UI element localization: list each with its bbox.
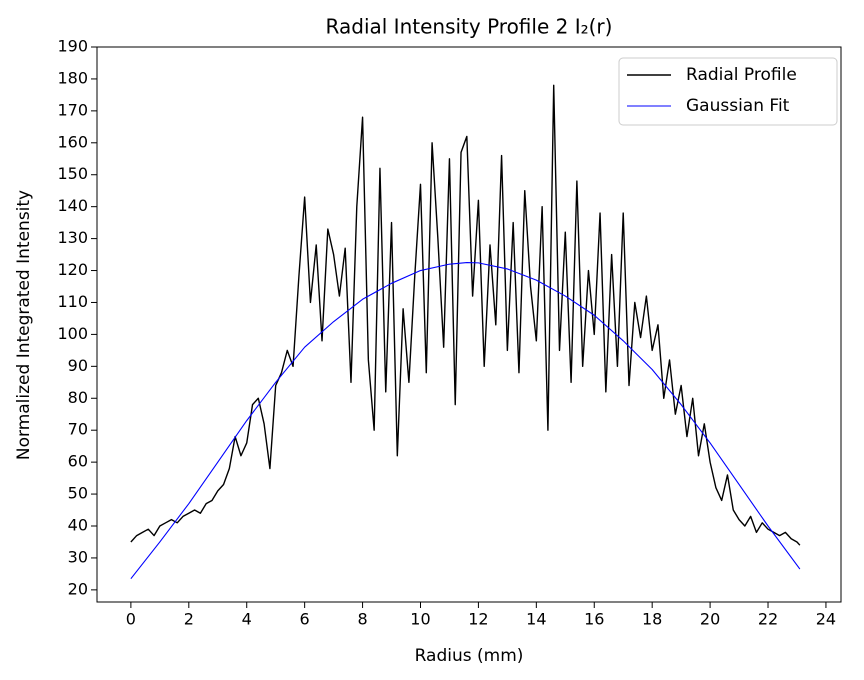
x-axis-label: Radius (mm): [415, 646, 524, 666]
y-tick-label: 130: [57, 228, 88, 247]
x-tick-label: 22: [758, 610, 778, 629]
y-tick-label: 160: [57, 132, 88, 151]
x-tick-label: 12: [468, 610, 488, 629]
x-tick-label: 8: [357, 610, 367, 629]
chart-title: Radial Intensity Profile 2 I₂(r): [326, 15, 613, 39]
x-tick-label: 16: [584, 610, 604, 629]
y-tick-label: 110: [57, 292, 88, 311]
y-tick-label: 90: [68, 356, 88, 375]
y-tick-label: 80: [68, 388, 88, 407]
y-tick-label: 170: [57, 100, 88, 119]
x-tick-label: 6: [300, 610, 310, 629]
x-tick-label: 18: [642, 610, 662, 629]
y-tick-label: 120: [57, 260, 88, 279]
x-tick-label: 24: [816, 610, 836, 629]
x-tick-label: 20: [700, 610, 720, 629]
y-tick-label: 40: [68, 515, 88, 534]
series-line: [130, 262, 801, 580]
plot-frame: [96, 46, 842, 603]
y-tick-label: 60: [68, 452, 88, 471]
y-tick-label: 70: [68, 420, 88, 439]
y-tick-label: 190: [57, 37, 88, 56]
y-tick-label: 150: [57, 164, 88, 183]
y-tick-label: 100: [57, 324, 88, 343]
x-tick-label: 2: [184, 610, 194, 629]
x-tick-label: 4: [242, 610, 252, 629]
y-tick-label: 50: [68, 484, 88, 503]
x-tick-label: 10: [410, 610, 430, 629]
series-line: [130, 84, 801, 546]
legend-label: Gaussian Fit: [686, 96, 790, 116]
x-tick-label: 14: [526, 610, 546, 629]
y-tick-label: 20: [68, 579, 88, 598]
x-tick-label: 0: [126, 610, 136, 629]
legend-box: [618, 57, 838, 126]
y-tick-label: 140: [57, 196, 88, 215]
y-axis-label: Normalized Integrated Intensity: [14, 190, 34, 460]
y-tick-label: 30: [68, 547, 88, 566]
legend-label: Radial Profile: [686, 65, 797, 85]
y-tick-label: 180: [57, 68, 88, 87]
